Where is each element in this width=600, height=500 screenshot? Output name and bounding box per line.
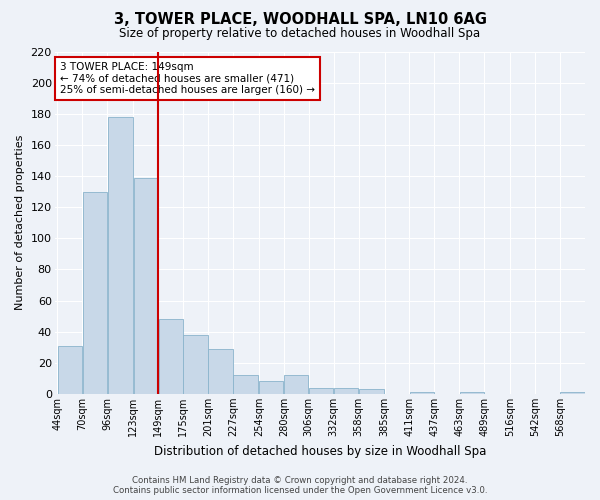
Bar xyxy=(560,392,584,394)
Bar xyxy=(233,375,259,394)
Text: 3, TOWER PLACE, WOODHALL SPA, LN10 6AG: 3, TOWER PLACE, WOODHALL SPA, LN10 6AG xyxy=(113,12,487,28)
Y-axis label: Number of detached properties: Number of detached properties xyxy=(15,135,25,310)
Bar xyxy=(359,389,384,394)
Bar xyxy=(259,382,283,394)
Bar xyxy=(58,346,82,394)
X-axis label: Distribution of detached houses by size in Woodhall Spa: Distribution of detached houses by size … xyxy=(154,444,486,458)
Text: Size of property relative to detached houses in Woodhall Spa: Size of property relative to detached ho… xyxy=(119,28,481,40)
Text: 3 TOWER PLACE: 149sqm
← 74% of detached houses are smaller (471)
25% of semi-det: 3 TOWER PLACE: 149sqm ← 74% of detached … xyxy=(60,62,315,95)
Bar xyxy=(460,392,484,394)
Bar xyxy=(83,192,107,394)
Bar xyxy=(208,349,233,394)
Bar xyxy=(158,319,183,394)
Bar xyxy=(184,334,208,394)
Bar xyxy=(284,375,308,394)
Bar xyxy=(334,388,358,394)
Bar xyxy=(108,117,133,394)
Bar xyxy=(410,392,434,394)
Bar xyxy=(134,178,158,394)
Text: Contains HM Land Registry data © Crown copyright and database right 2024.
Contai: Contains HM Land Registry data © Crown c… xyxy=(113,476,487,495)
Bar xyxy=(309,388,334,394)
